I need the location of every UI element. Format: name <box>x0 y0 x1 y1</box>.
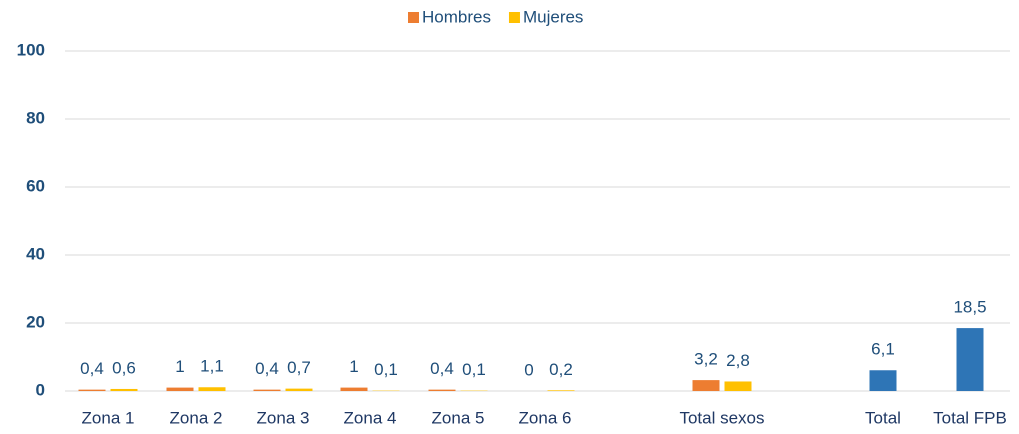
legend-swatch <box>408 12 419 23</box>
x-tick-label: Total sexos <box>679 408 764 427</box>
value-label: 18,5 <box>953 298 986 317</box>
value-label: 0,1 <box>374 360 398 379</box>
y-tick-label: 100 <box>17 40 45 59</box>
value-label: 1 <box>349 357 358 376</box>
value-label: 0,6 <box>112 358 136 377</box>
legend-label: Hombres <box>422 7 491 26</box>
value-label: 0,7 <box>287 358 311 377</box>
y-tick-label: 20 <box>26 312 45 331</box>
x-tick-label: Zona 2 <box>170 408 223 427</box>
legend-swatch <box>508 12 520 23</box>
value-label: 3,2 <box>694 350 718 369</box>
bar <box>78 389 106 391</box>
bar <box>692 380 720 391</box>
x-tick-label: Zona 3 <box>257 408 310 427</box>
x-tick-label: Zona 5 <box>432 408 485 427</box>
bar <box>340 387 368 391</box>
y-tick-label: 0 <box>36 380 45 399</box>
x-tick-label: Total FPB <box>933 408 1007 427</box>
value-label: 0,2 <box>549 360 573 379</box>
legend-label: Mujeres <box>523 7 583 26</box>
y-tick-label: 60 <box>26 176 45 195</box>
value-label: 2,8 <box>726 351 750 370</box>
x-tick-label: Zona 4 <box>344 408 397 427</box>
y-tick-label: 40 <box>26 244 45 263</box>
value-label: 1 <box>175 357 184 376</box>
x-tick-label: Total <box>865 408 901 427</box>
value-label: 6,1 <box>871 340 895 359</box>
bar <box>547 390 575 391</box>
value-label: 0,4 <box>430 359 454 378</box>
value-label: 0 <box>524 360 533 379</box>
value-label: 1,1 <box>200 357 224 376</box>
bar <box>428 389 456 391</box>
bar <box>869 370 897 391</box>
bar <box>253 389 281 391</box>
bar <box>166 387 194 391</box>
bar <box>285 388 313 391</box>
bar <box>724 381 752 391</box>
y-tick-label: 80 <box>26 108 45 127</box>
bar <box>110 388 138 391</box>
x-tick-label: Zona 1 <box>82 408 135 427</box>
x-tick-label: Zona 6 <box>519 408 572 427</box>
bar <box>956 328 984 391</box>
value-label: 0,1 <box>462 360 486 379</box>
bar <box>198 387 226 391</box>
value-label: 0,4 <box>255 359 279 378</box>
value-label: 0,4 <box>80 359 104 378</box>
